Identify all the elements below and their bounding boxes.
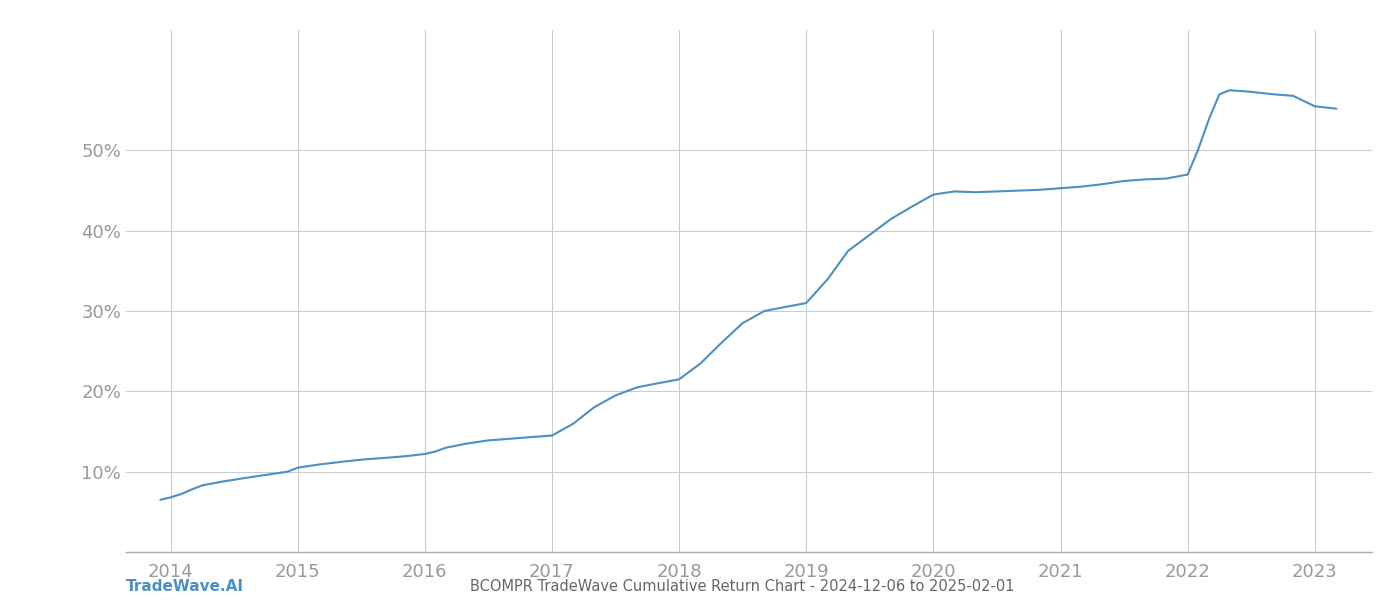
Text: BCOMPR TradeWave Cumulative Return Chart - 2024-12-06 to 2025-02-01: BCOMPR TradeWave Cumulative Return Chart…: [470, 579, 1014, 594]
Text: TradeWave.AI: TradeWave.AI: [126, 579, 244, 594]
